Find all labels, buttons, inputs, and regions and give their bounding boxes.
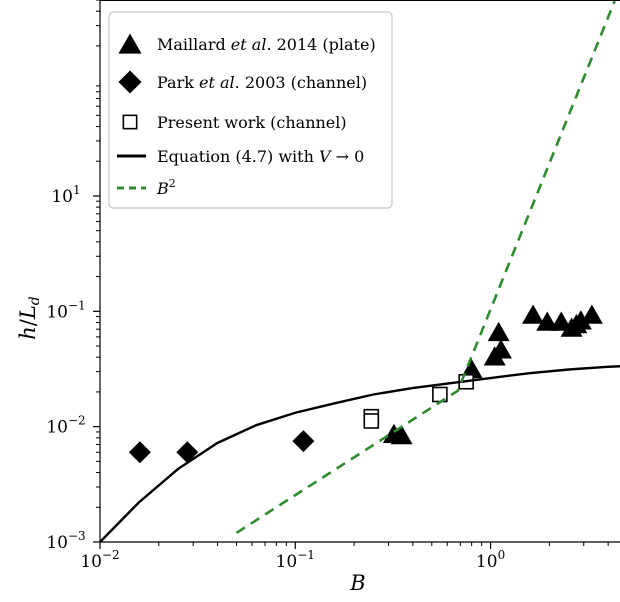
series-0-point-5 (489, 339, 512, 359)
series-0-point-8 (550, 311, 573, 331)
series-1-point-2 (292, 430, 315, 453)
legend-label-1: Park et al. 2003 (channel) (157, 73, 367, 92)
y-label-slash: / (16, 318, 40, 326)
series-0-point-12 (580, 304, 603, 324)
x-axis-label: B (349, 571, 365, 595)
x-tick-label: 10−1 (276, 548, 315, 572)
legend-label-4: B2 (156, 177, 176, 198)
legend-swatch-2 (122, 114, 138, 130)
series-0-point-6 (522, 304, 545, 324)
legend-label-2: Present work (channel) (157, 113, 347, 132)
legend-swatch-0 (118, 33, 142, 54)
legend-label-3: Equation (4.7) with V → 0 (157, 147, 364, 166)
x-tick-label: 10−2 (80, 548, 119, 572)
y-tick-label: 10−1 (46, 298, 85, 322)
x-axis: 10−2 10−1 100 (80, 542, 609, 572)
y-axis: 10−3 10−2 10−1 101 (46, 0, 100, 553)
series-0-point-2 (460, 358, 483, 379)
series-0-point-11 (569, 310, 592, 330)
series-2-point-1 (363, 413, 380, 429)
y-tick-label: 101 (51, 183, 80, 207)
series-0-point-7 (536, 311, 559, 331)
series-1-point-1 (176, 441, 199, 464)
y-label-sub: d (27, 296, 43, 305)
series-0-point-4 (487, 321, 510, 342)
legend: Maillard et al. 2014 (plate) Park et al. … (108, 11, 393, 209)
series-1-point-0 (128, 441, 151, 464)
y-label-main: h (16, 326, 40, 340)
y-tick-label: 10−2 (46, 414, 85, 438)
y-tick-label: 10−3 (46, 529, 85, 553)
legend-box (108, 11, 393, 209)
legend-swatch-1 (118, 70, 142, 94)
series-0-point-1 (390, 424, 413, 445)
x-tick-label: 100 (476, 548, 505, 572)
y-axis-label: h/Ld (16, 296, 43, 340)
legend-label-0: Maillard et al. 2014 (plate) (157, 35, 376, 54)
series-4-line (235, 0, 616, 534)
plot-area (99, 0, 620, 543)
series-3-line (100, 365, 620, 542)
y-label-denom: L (16, 305, 40, 320)
